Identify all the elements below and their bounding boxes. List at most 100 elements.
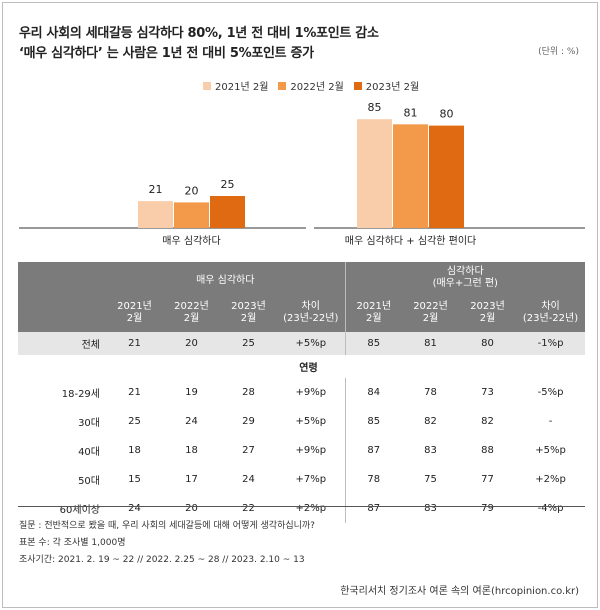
table-cell: +5%p	[535, 445, 566, 456]
row-label: 30대	[78, 418, 100, 429]
group-header-very-label: 매우 심각하다	[196, 274, 255, 286]
table-cell: 85	[344, 407, 403, 436]
source-credit: 한국리서치 정기조사 여론 속의 여론(hrcopinion.co.kr)	[340, 586, 579, 597]
table-cell: 22	[242, 503, 255, 514]
table-cell: +5%p	[295, 416, 327, 427]
legend-item-2022: 2022년 2월	[278, 78, 344, 93]
column-header-6: 2022년 2월	[402, 294, 460, 332]
table-cell: 19	[185, 387, 198, 398]
group-header-serious-label: 심각하다 (매우+그런 편)	[432, 266, 498, 289]
column-header-2: 2022년 2월	[163, 294, 220, 332]
data-table: 매우 심각하다 심각하다 (매우+그런 편) 2021년 2월 2022년 2월 2…	[18, 262, 586, 523]
table-group-header-very: 매우 심각하다	[106, 262, 346, 294]
table-row: 30대 25 24 29 +5%p 85 82 82 -	[18, 407, 585, 436]
table-cell: +9%p	[295, 387, 327, 398]
table-cell: 25	[220, 332, 277, 355]
table-cell: 84	[344, 378, 403, 407]
data-label: 85	[368, 101, 382, 114]
table-cell: 82	[424, 416, 437, 427]
data-label: 80	[440, 108, 454, 121]
column-header-7: 2023년 2월	[459, 294, 517, 332]
table-column-header-row: 2021년 2월 2022년 2월 2023년 2월 차이 (23년-22년) 2021…	[18, 294, 586, 332]
row-label: 전체	[18, 332, 106, 355]
table-cell: 78	[424, 387, 437, 398]
table-group-header-serious: 심각하다 (매우+그런 편)	[344, 262, 586, 294]
table-total-row: 전체 21 20 25 +5%p 85 81 80 -1%p	[18, 332, 586, 355]
note-sample: 표본 수: 각 조사별 1,000명	[19, 538, 126, 548]
table-cell: 18	[185, 445, 198, 456]
legend-item-2023: 2023년 2월	[353, 78, 420, 93]
table-cell: +9%p	[295, 445, 327, 456]
table-cell: -5%p	[537, 387, 564, 398]
table-cell: 21	[128, 387, 141, 398]
title-line-2: ‘매우 심각하다’ 는 사람은 1년 전 대비 5%포인트 증가	[19, 46, 314, 61]
table-row: 60세이상 24 20 22 +2%p 87 83 79 -4%p	[18, 494, 585, 523]
table-cell: 15	[128, 474, 141, 485]
data-label: 81	[404, 106, 418, 119]
table-cell: 88	[481, 445, 494, 456]
data-label: 25	[221, 178, 235, 191]
legend-label-2021: 2021년 2월	[215, 82, 269, 93]
table-cell: +2%p	[295, 503, 327, 514]
table-row: 50대 15 17 24 +7%p 78 75 77 +2%p	[18, 465, 585, 494]
table-cell: -4%p	[537, 503, 564, 514]
table-cell: 85	[344, 332, 403, 355]
table-cell: 73	[481, 387, 494, 398]
table-cell: 83	[424, 445, 437, 456]
data-label: 20	[185, 184, 199, 197]
column-header-5: 2021년 2월	[344, 294, 403, 332]
table-cell: +2%p	[535, 474, 566, 485]
row-label: 60세이상	[59, 505, 100, 516]
table-cell: 24	[128, 503, 141, 514]
table-cell: 25	[128, 416, 141, 427]
table-cell: 18	[128, 445, 141, 456]
unit-label: (단위 : %)	[538, 47, 579, 57]
column-header-8: 차이 (23년-22년)	[516, 294, 586, 332]
table-bottom-line	[18, 506, 585, 507]
table-cell: 83	[424, 503, 437, 514]
note-period: 조사기간: 2021. 2. 19 ~ 22 // 2022. 2.25 ~ 2…	[19, 555, 305, 565]
table-cell: 29	[242, 416, 255, 427]
table-cell: -1%p	[516, 332, 586, 355]
legend-label-2022: 2022년 2월	[290, 82, 344, 93]
table-cell: 24	[185, 416, 198, 427]
table-cell: 20	[185, 503, 198, 514]
bar	[138, 201, 173, 228]
table-row: 40대 18 18 27 +9%p 87 83 88 +5%p	[18, 436, 585, 465]
bar	[357, 119, 392, 228]
title-line-1: 우리 사회의 세대갈등 심각하다 80%, 1년 전 대비 1%포인트 감소	[19, 26, 379, 41]
row-label: 50대	[78, 476, 100, 487]
chart-legend: 2021년 2월 2022년 2월 2023년 2월	[203, 78, 419, 93]
bar	[429, 125, 464, 228]
table-cell: 28	[242, 387, 255, 398]
table-cell: 82	[481, 416, 494, 427]
table-cell: +7%p	[295, 474, 327, 485]
table-cell: 21	[106, 332, 163, 355]
row-label: 18-29세	[61, 389, 100, 400]
table-cell: 24	[242, 474, 255, 485]
column-header-1: 2021년 2월	[106, 294, 163, 332]
table-cell: 17	[185, 474, 198, 485]
category-label: 매우 심각하다 + 심각한 편이다	[345, 234, 477, 247]
table-group-header-row: 매우 심각하다 심각하다 (매우+그런 편)	[18, 262, 586, 332]
table-cell: 20	[163, 332, 220, 355]
bar	[210, 196, 245, 228]
legend-label-2023: 2023년 2월	[365, 82, 420, 93]
table-cell: 77	[481, 474, 494, 485]
bar	[393, 124, 428, 228]
table-cell: 81	[402, 332, 460, 355]
legend-swatch-2021	[203, 81, 211, 90]
table-corner-cell	[18, 262, 106, 332]
bar-chart: 21 20 25 매우 심각하다 85 81 80 매우 심각하다 + 심각한 편이다	[19, 101, 585, 247]
table-row: 18-29세 21 19 28 +9%p 84 78 73 -5%p	[18, 378, 585, 407]
table-cell: 87	[344, 494, 403, 523]
note-question: 질문 : 전반적으로 봤을 때, 우리 사회의 세대갈등에 대해 어떻게 생각하…	[19, 521, 315, 531]
data-label: 21	[149, 183, 163, 196]
table-cell: 87	[344, 436, 403, 465]
category-label: 매우 심각하다	[162, 234, 220, 247]
table-cell: 27	[242, 445, 255, 456]
row-label: 40대	[78, 447, 100, 458]
table-cell: 78	[344, 465, 403, 494]
table-cell: 80	[459, 332, 517, 355]
